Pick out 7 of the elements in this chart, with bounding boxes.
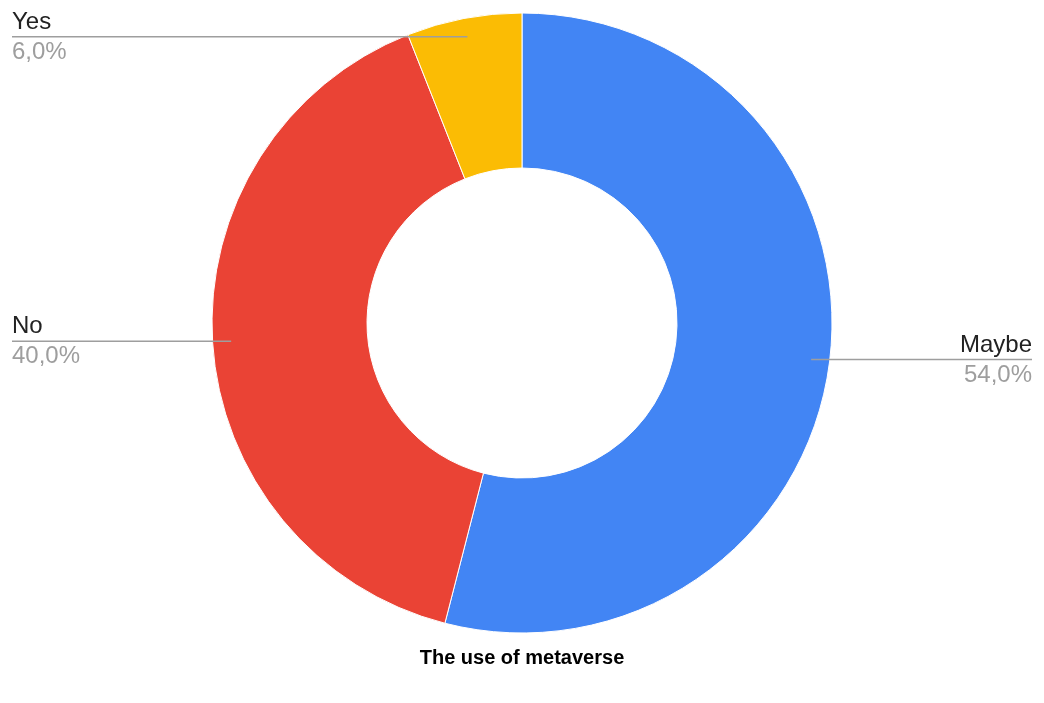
slice-label: No xyxy=(12,311,43,339)
slice-label: Maybe xyxy=(959,329,1032,357)
data-label: 40,0% xyxy=(12,341,81,369)
text: The use of metaverse xyxy=(419,646,625,668)
slice-label: Yes xyxy=(12,6,52,34)
data-label: 54,0% xyxy=(963,359,1032,387)
data-label: 6,0% xyxy=(12,36,67,64)
